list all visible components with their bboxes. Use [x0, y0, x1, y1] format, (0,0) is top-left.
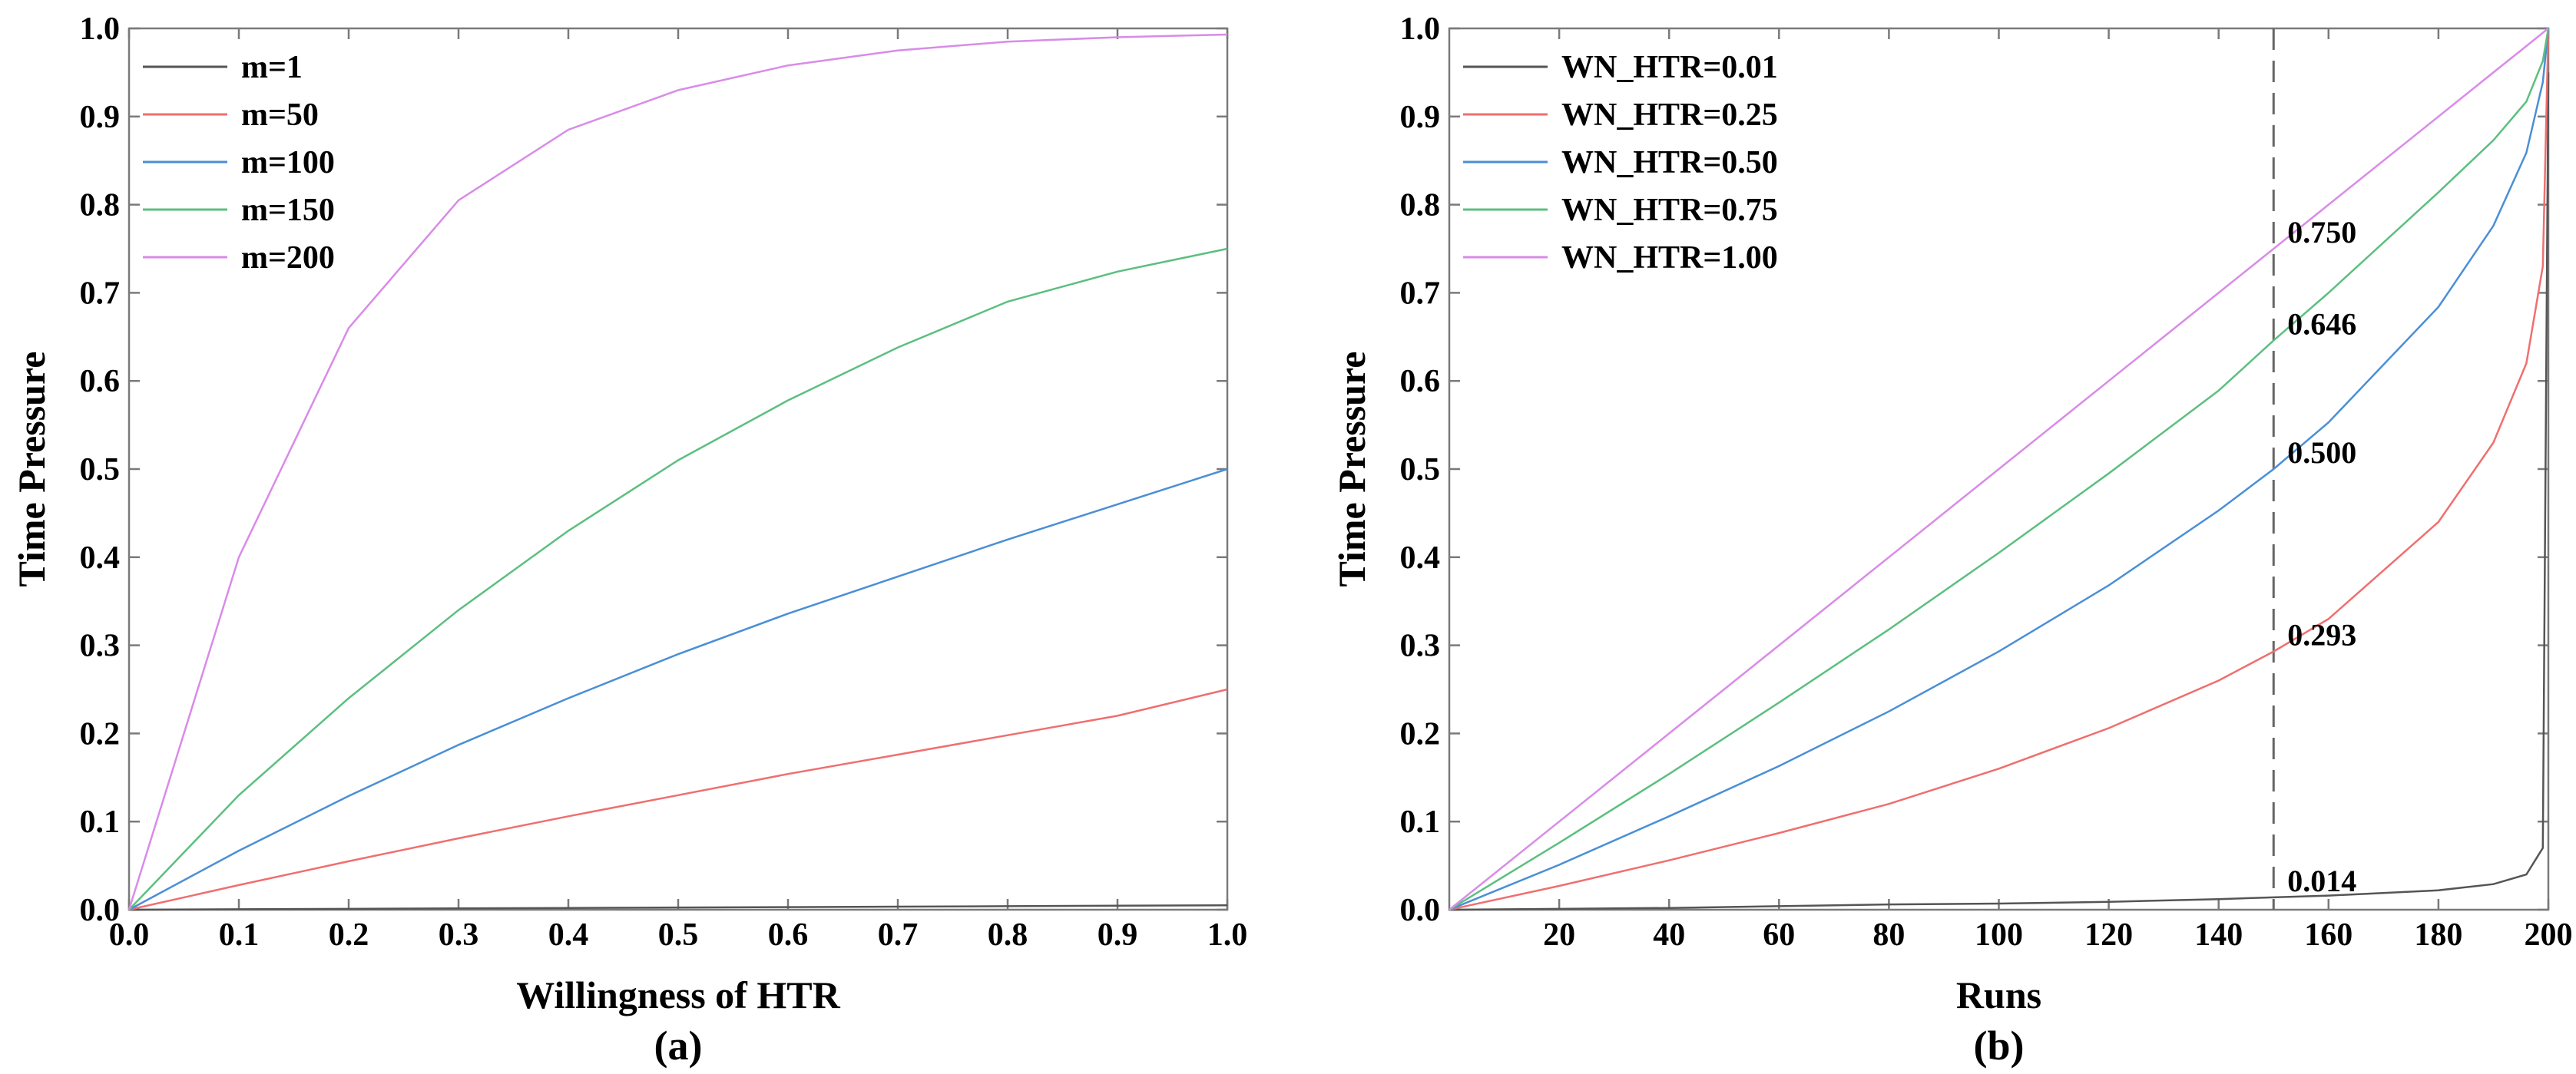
legend-entry: m=150	[241, 193, 335, 228]
data-label: 0.500	[2287, 435, 2356, 470]
x-tick-label: 40	[1653, 917, 1685, 953]
x-axis-label: Runs	[1956, 973, 2041, 1016]
y-tick-label: 0.6	[1400, 364, 1441, 399]
series-line-2	[1449, 28, 2550, 911]
series-line-3	[128, 468, 1228, 911]
series-line-2	[128, 688, 1228, 911]
series-line-1	[1449, 72, 2550, 911]
data-label: 0.750	[2287, 215, 2356, 249]
legend-entry: WN_HTR=0.25	[1561, 97, 1778, 133]
y-tick-label: 0.7	[1400, 276, 1441, 311]
y-tick-label: 0.8	[80, 188, 121, 223]
x-tick-label: 1.0	[1207, 917, 1248, 953]
x-tick-label: 20	[1543, 917, 1575, 953]
legend-entry: WN_HTR=0.01	[1561, 50, 1778, 85]
y-tick-label: 0.1	[1400, 805, 1441, 840]
x-tick-label: 0.9	[1098, 917, 1138, 953]
y-tick-label: 0.5	[1400, 452, 1441, 487]
chart-panel-b: 0.0 0.1 0.2 0.3 0.4 0.5 0.6 0.7 0.8 0.9 1.0 20 40 60 8…	[1330, 12, 2573, 1069]
series-line-4	[1449, 28, 2550, 911]
y-tick-label: 0.2	[80, 716, 121, 752]
y-tick-label: 0.6	[80, 364, 121, 399]
y-tick-label: 0.0	[80, 893, 121, 928]
data-label: 0.293	[2287, 618, 2356, 653]
y-axis-label: Time Pressure	[10, 352, 53, 587]
x-tick-label: 140	[2194, 917, 2243, 953]
x-tick-label: 0.4	[548, 917, 589, 953]
y-tick-label: 0.7	[80, 276, 121, 311]
data-label: 0.646	[2287, 306, 2356, 341]
legend-entry: m=100	[241, 145, 335, 180]
y-tick-label: 0.4	[80, 540, 121, 576]
y-tick-label: 0.5	[80, 452, 121, 487]
legend-entry: m=50	[241, 97, 319, 133]
legend-entry: WN_HTR=0.75	[1561, 193, 1778, 228]
y-tick-label: 0.1	[80, 805, 121, 840]
data-label: 0.014	[2287, 864, 2356, 898]
panel-label: (b)	[1974, 1023, 2025, 1069]
y-tick-label: 0.4	[1400, 540, 1441, 576]
panel-label: (a)	[654, 1023, 703, 1069]
y-tick-label: 0.2	[1400, 716, 1441, 752]
legend-entry: WN_HTR=0.50	[1561, 145, 1778, 180]
x-tick-label: 0.7	[878, 917, 919, 953]
x-tick-label: 180	[2414, 917, 2462, 953]
x-tick-label: 0.1	[219, 917, 260, 953]
x-tick-label: 120	[2084, 917, 2133, 953]
x-tick-label: 80	[1872, 917, 1905, 953]
x-tick-label: 0.5	[658, 917, 699, 953]
legend-entry: m=200	[241, 240, 335, 276]
legend-entry: WN_HTR=1.00	[1561, 240, 1778, 276]
series-line-4	[128, 247, 1228, 910]
x-tick-label: 100	[1975, 917, 2023, 953]
y-tick-label: 0.9	[80, 100, 121, 135]
y-tick-label: 0.3	[1400, 629, 1441, 664]
x-tick-label: 0.6	[768, 917, 809, 953]
x-tick-label: 0.3	[439, 917, 479, 953]
x-tick-label: 0.2	[329, 917, 369, 953]
legend-entry: m=1	[241, 50, 303, 85]
y-tick-label: 0.8	[1400, 188, 1441, 223]
series-line-1	[128, 904, 1228, 911]
series-line-5	[127, 33, 1228, 910]
y-axis-label: Time Pressure	[1330, 352, 1373, 587]
chart-panel-a: 0.0 0.1 0.2 0.3 0.4 0.5 0.6 0.7 0.8 0.9 1.0 0.0 0.1 0…	[10, 12, 1247, 1069]
x-tick-label: 0.8	[988, 917, 1028, 953]
x-axis-label: Willingness of HTR	[516, 973, 840, 1016]
y-tick-label: 1.0	[1400, 12, 1441, 47]
series-line-5	[1449, 28, 2549, 910]
series-line-3	[1449, 28, 2550, 911]
x-tick-label: 60	[1763, 917, 1795, 953]
y-tick-label: 1.0	[80, 12, 121, 47]
x-tick-label: 200	[2525, 917, 2573, 953]
x-tick-label: 0.0	[109, 917, 150, 953]
y-tick-label: 0.0	[1400, 893, 1441, 928]
y-tick-label: 0.9	[1400, 100, 1441, 135]
y-tick-label: 0.3	[80, 629, 121, 664]
x-tick-label: 160	[2304, 917, 2353, 953]
